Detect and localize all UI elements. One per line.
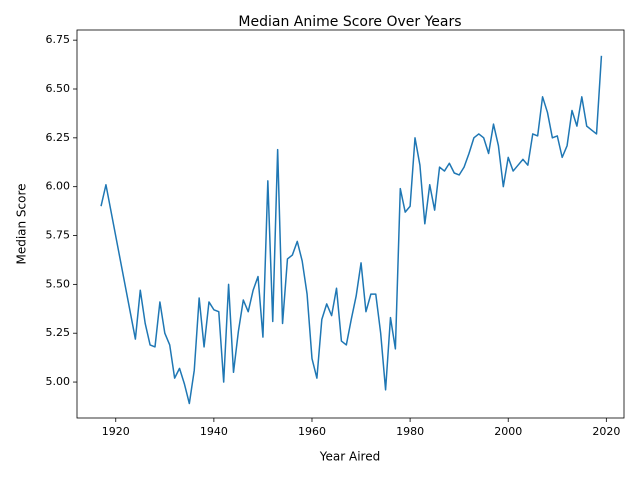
y-tick-label: 5.25 xyxy=(46,326,71,339)
y-tick-label: 6.00 xyxy=(46,180,71,193)
x-tick-label: 1980 xyxy=(396,425,424,438)
y-tick-label: 6.75 xyxy=(46,33,71,46)
y-tick-label: 5.00 xyxy=(46,375,71,388)
y-tick-label: 5.75 xyxy=(46,229,71,242)
x-tick-label: 1920 xyxy=(102,425,130,438)
x-tick-label: 2000 xyxy=(494,425,522,438)
x-tick-label: 2020 xyxy=(592,425,620,438)
axes-frame xyxy=(76,29,625,419)
y-axis-label: Median Score xyxy=(15,183,29,264)
y-tick-label: 5.50 xyxy=(46,277,71,290)
chart-title: Median Anime Score Over Years xyxy=(238,14,461,30)
y-tick-label: 6.50 xyxy=(46,82,71,95)
x-tick-label: 1940 xyxy=(200,425,228,438)
x-tick-label: 1960 xyxy=(298,425,326,438)
line-series xyxy=(100,55,603,405)
y-tick-label: 6.25 xyxy=(46,131,71,144)
x-axis-label: Year Aired xyxy=(319,450,380,464)
